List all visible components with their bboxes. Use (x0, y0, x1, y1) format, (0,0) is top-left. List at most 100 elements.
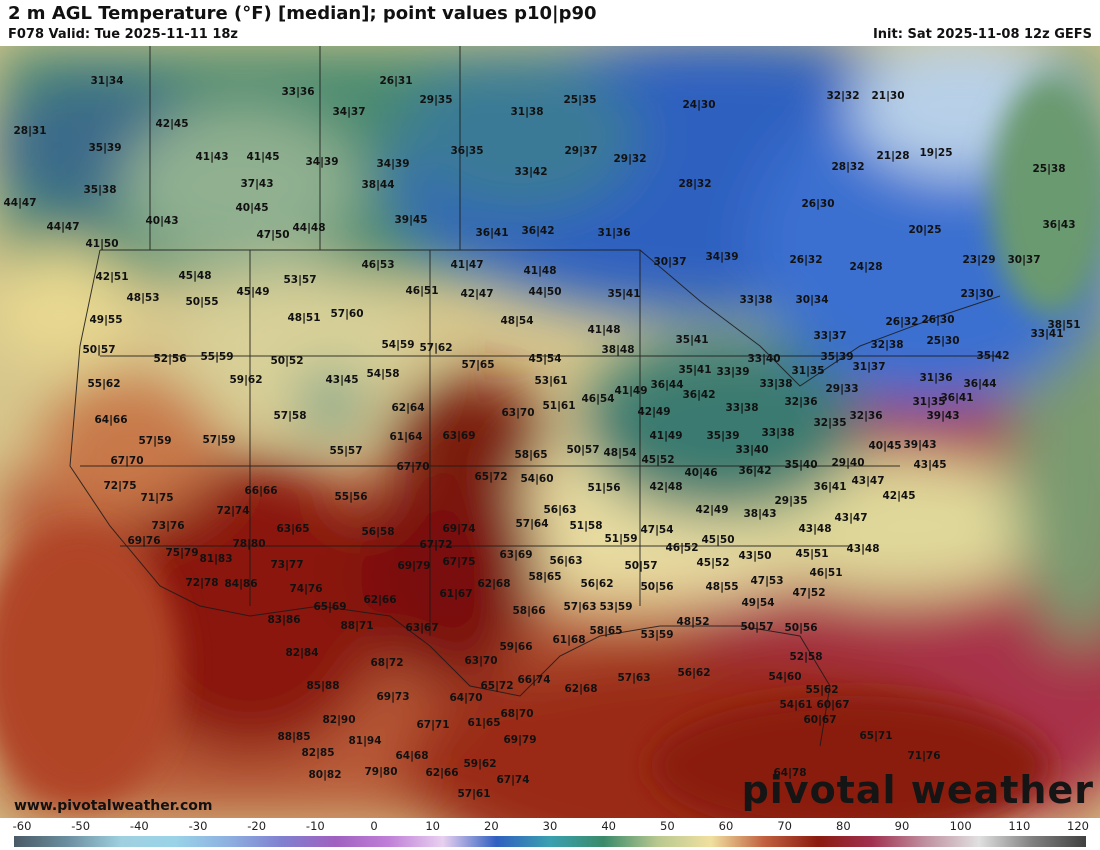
point-value-label: 29|40 (831, 457, 865, 469)
point-value-label: 36|41 (813, 481, 847, 493)
point-value-label: 63|65 (276, 523, 310, 535)
point-value-label: 52|58 (789, 651, 823, 663)
point-value-label: 36|35 (450, 145, 484, 157)
point-value-label: 33|42 (514, 166, 548, 178)
point-value-label: 26|30 (921, 314, 955, 326)
point-value-label: 43|45 (913, 459, 947, 471)
point-value-label: 80|82 (308, 769, 342, 781)
point-value-label: 64|66 (94, 414, 128, 426)
point-value-label: 79|80 (364, 766, 398, 778)
point-value-label: 54|60 (520, 473, 554, 485)
colorbar-tick: -60 (12, 819, 32, 833)
point-value-label: 28|32 (831, 161, 865, 173)
point-value-label: 46|51 (809, 567, 843, 579)
point-value-label: 35|40 (784, 459, 818, 471)
point-value-label: 23|29 (962, 254, 996, 266)
point-value-label: 30|37 (1007, 254, 1041, 266)
point-value-label: 31|34 (90, 75, 124, 87)
point-value-label: 49|54 (741, 597, 775, 609)
point-value-label: 72|75 (103, 480, 137, 492)
point-value-label: 41|50 (85, 238, 119, 250)
website-label[interactable]: www.pivotalweather.com (14, 798, 213, 814)
colorbar-tick: -50 (71, 819, 91, 833)
point-value-label: 35|38 (83, 184, 117, 196)
colorbar-tick-labels: -60 -50 -40 -30 -20 -10 0 10 20 30 40 50 60 70 80 90 100… (0, 818, 1100, 834)
point-value-label: 36|44 (963, 378, 997, 390)
point-value-label: 42|45 (155, 118, 189, 130)
point-value-label: 50|52 (270, 355, 304, 367)
point-value-label: 37|43 (240, 178, 274, 190)
point-value-label: 50|57 (566, 444, 600, 456)
point-value-label: 38|48 (601, 344, 635, 356)
point-value-label: 60|67 (803, 714, 837, 726)
point-value-label: 85|88 (306, 680, 340, 692)
point-value-label: 56|62 (580, 578, 614, 590)
point-value-label: 56|63 (543, 504, 577, 516)
colorbar-tick: 50 (660, 819, 675, 833)
point-value-label: 69|79 (503, 734, 537, 746)
point-value-label: 81|94 (348, 735, 382, 747)
point-value-label: 31|38 (510, 106, 544, 118)
brand-logo: pivotal weather (741, 768, 1094, 812)
point-value-label: 46|51 (405, 285, 439, 297)
colorbar: -60 -50 -40 -30 -20 -10 0 10 20 30 40 50 60 70 80 90 100… (0, 818, 1100, 850)
point-value-label: 51|56 (587, 482, 621, 494)
point-value-label: 51|58 (569, 520, 603, 532)
point-value-label: 54|59 (381, 339, 415, 351)
point-value-label: 34|39 (376, 158, 410, 170)
point-value-label: 64|70 (449, 692, 483, 704)
map-header: 2 m AGL Temperature (°F) [median]; point… (0, 0, 1100, 46)
point-value-label: 41|48 (587, 324, 621, 336)
point-value-label: 72|78 (185, 577, 219, 589)
point-value-label: 57|59 (138, 435, 172, 447)
point-value-label: 62|66 (363, 594, 397, 606)
point-value-label: 33|41 (1030, 328, 1064, 340)
point-value-label: 45|52 (641, 454, 675, 466)
point-value-label: 34|37 (332, 106, 366, 118)
point-value-label: 41|47 (450, 259, 484, 271)
point-value-label: 73|77 (270, 559, 304, 571)
point-value-label: 55|59 (200, 351, 234, 363)
point-value-label: 73|76 (151, 520, 185, 532)
point-value-label: 29|35 (774, 495, 808, 507)
point-value-label: 35|42 (976, 350, 1010, 362)
point-value-label: 57|64 (515, 518, 549, 530)
point-value-label: 81|83 (199, 553, 233, 565)
point-value-label: 35|39 (820, 351, 854, 363)
point-value-label: 44|50 (528, 286, 562, 298)
point-value-label: 39|45 (394, 214, 428, 226)
point-value-label: 32|32 (826, 90, 860, 102)
point-value-label: 51|61 (542, 400, 576, 412)
point-value-label: 58|65 (589, 625, 623, 637)
point-value-label: 59|62 (463, 758, 497, 770)
point-value-label: 58|66 (512, 605, 546, 617)
point-value-label: 36|42 (682, 389, 716, 401)
colorbar-tick: 90 (894, 819, 910, 833)
point-value-label: 29|35 (419, 94, 453, 106)
point-value-label: 48|53 (126, 292, 160, 304)
point-value-label: 59|62 (229, 374, 263, 386)
point-value-label: 40|45 (235, 202, 269, 214)
point-value-label: 65|72 (474, 471, 508, 483)
point-value-label: 67|75 (442, 556, 476, 568)
point-value-label: 60|67 (816, 699, 850, 711)
point-value-label: 75|79 (165, 547, 199, 559)
point-value-label: 35|41 (607, 288, 641, 300)
colorbar-tick: 100 (949, 819, 972, 833)
point-value-label: 57|58 (273, 410, 307, 422)
temperature-map[interactable]: 31|34 28|31 35|39 42|45 33|36 26|31 29|35 34|37… (0, 46, 1100, 818)
point-value-label: 72|74 (216, 505, 250, 517)
point-value-label: 53|59 (640, 629, 674, 641)
point-value-label: 63|70 (464, 655, 498, 667)
point-value-label: 58|65 (528, 571, 562, 583)
point-value-label: 46|54 (581, 393, 615, 405)
point-value-label: 59|66 (499, 641, 533, 653)
point-value-label: 45|52 (696, 557, 730, 569)
point-value-label: 45|50 (701, 534, 735, 546)
point-value-label: 48|55 (705, 581, 739, 593)
point-value-label: 24|30 (682, 99, 716, 111)
point-value-label: 29|37 (564, 145, 598, 157)
point-value-label: 41|45 (246, 151, 280, 163)
point-value-label: 31|36 (919, 372, 953, 384)
point-value-label: 31|35 (912, 396, 946, 408)
